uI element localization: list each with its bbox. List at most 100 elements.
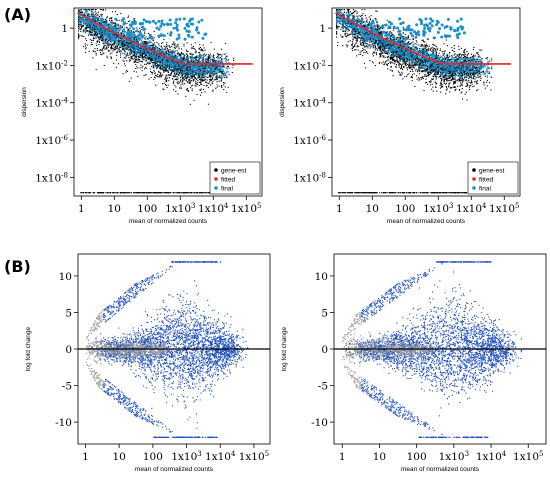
gene-est-point [190, 58, 191, 59]
gene-est-point [167, 50, 168, 51]
final-point [181, 75, 182, 76]
gene-est-point [206, 82, 207, 83]
gene-est-point [197, 80, 198, 81]
gene-est-point [114, 43, 115, 44]
gene-est-point [157, 67, 158, 68]
gene-est-point [120, 13, 121, 14]
final-point [97, 25, 98, 26]
gene-est-point [173, 41, 174, 42]
gene-est-point [150, 77, 151, 78]
gene-est-point [216, 75, 217, 76]
final-point [86, 9, 87, 10]
gene-est-point [159, 48, 160, 49]
final-point [195, 52, 196, 53]
gene-est-point [107, 56, 108, 57]
gene-est-point [165, 49, 166, 50]
final-point [226, 62, 227, 63]
gene-est-point [190, 78, 191, 79]
gene-est-point [165, 77, 166, 78]
gene-est-point [172, 78, 173, 79]
gene-est-point [96, 54, 97, 55]
gene-est-point [173, 83, 174, 84]
gene-est-point [211, 42, 212, 43]
gene-est-point [196, 86, 197, 87]
gene-est-point [145, 36, 146, 37]
gene-est-point [193, 46, 194, 47]
gene-est-point [205, 76, 206, 77]
final-point [222, 69, 223, 70]
gene-est-point [83, 9, 84, 10]
gene-est-point [144, 31, 145, 32]
gene-est-point [96, 13, 97, 14]
gene-est-point [214, 79, 215, 80]
gene-est-point [141, 56, 142, 57]
gene-est-point [98, 44, 99, 45]
gene-est-point [165, 84, 166, 85]
gene-est-point [140, 65, 141, 66]
gene-est-point [189, 56, 190, 57]
gene-est-point [82, 36, 83, 37]
gene-est-point [106, 47, 107, 48]
gene-est-point [151, 42, 152, 43]
gene-est-point [134, 58, 135, 59]
gene-est-point [78, 38, 79, 39]
final-point [212, 69, 213, 70]
gene-est-point [133, 71, 134, 72]
final-point [200, 57, 201, 58]
gene-est-point [119, 20, 120, 21]
final-point [191, 53, 192, 54]
gene-est-point [176, 82, 177, 83]
panel-label-b: (B) [4, 257, 31, 276]
final-point [196, 70, 197, 71]
final-point [171, 54, 172, 55]
gene-est-point [102, 50, 103, 51]
gene-est-point [132, 51, 133, 52]
final-point [93, 30, 94, 31]
final-point [158, 43, 159, 44]
gene-est-point [98, 38, 99, 39]
gene-est-point [99, 16, 100, 17]
final-point [124, 27, 125, 28]
gene-est-point [221, 79, 222, 80]
final-point [93, 12, 94, 13]
gene-est-point [105, 9, 106, 10]
gene-est-point [110, 48, 111, 49]
gene-est-point [210, 80, 211, 81]
gene-est-point [225, 86, 226, 87]
gene-est-point [182, 74, 183, 75]
gene-est-point [212, 83, 213, 84]
gene-est-point [180, 77, 181, 78]
gene-est-point [168, 80, 169, 81]
final-point [202, 59, 203, 60]
final-point [160, 57, 161, 58]
final-point [167, 53, 168, 54]
gene-est-point [120, 57, 121, 58]
gene-est-point [202, 79, 203, 80]
gene-est-point [199, 54, 200, 55]
gene-est-point [110, 53, 111, 54]
final-point [163, 52, 164, 53]
final-point [133, 38, 134, 39]
gene-est-point [152, 45, 153, 46]
gene-est-point [124, 63, 125, 64]
gene-est-point [181, 79, 182, 80]
gene-est-point [120, 53, 121, 54]
gene-est-point [160, 62, 161, 63]
gene-est-point [109, 18, 110, 19]
gene-est-point [168, 51, 169, 52]
gene-est-point [156, 68, 157, 69]
gene-est-point [161, 43, 162, 44]
gene-est-point [188, 90, 189, 91]
gene-est-point [214, 49, 215, 50]
gene-est-point [80, 29, 81, 30]
final-point [219, 75, 220, 76]
gene-est-point [92, 29, 93, 30]
gene-est-point [181, 88, 182, 89]
gene-est-point [196, 79, 197, 80]
gene-est-point [85, 45, 86, 46]
gene-est-point [111, 18, 112, 19]
final-point [221, 70, 222, 71]
gene-est-point [119, 47, 120, 48]
gene-est-point [192, 85, 193, 86]
gene-est-point [199, 52, 200, 53]
